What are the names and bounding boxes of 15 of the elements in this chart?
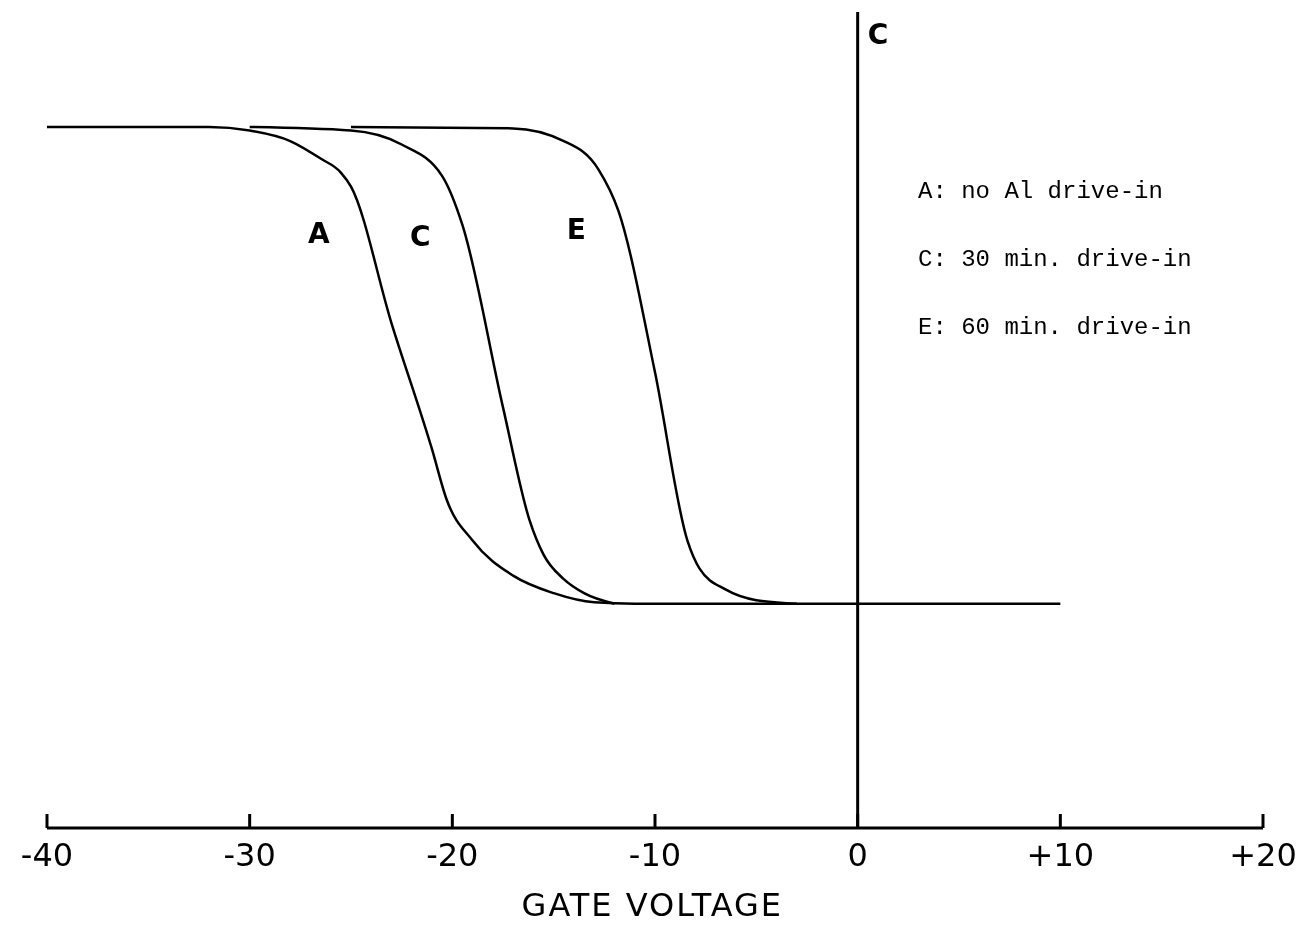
- series-label: E: [566, 213, 586, 247]
- x-axis-title: GATE VOLTAGE: [521, 886, 784, 924]
- x-tick-label: -20: [426, 836, 479, 874]
- y-axis-title: C: [867, 18, 889, 51]
- x-tick-label: +20: [1229, 836, 1297, 874]
- series-label: A: [308, 216, 331, 250]
- annotation: C: 30 min. drive-in: [918, 246, 1192, 273]
- x-tick-label: -40: [20, 836, 74, 874]
- x-tick-label: +10: [1026, 836, 1095, 874]
- x-tick-label: 0: [847, 836, 868, 874]
- annotation: E: 60 min. drive-in: [918, 314, 1192, 341]
- annotation: A: no Al drive-in: [918, 178, 1163, 205]
- x-tick-label: -30: [223, 836, 276, 874]
- series-label: C: [409, 220, 431, 254]
- x-tick-label: -10: [628, 836, 682, 874]
